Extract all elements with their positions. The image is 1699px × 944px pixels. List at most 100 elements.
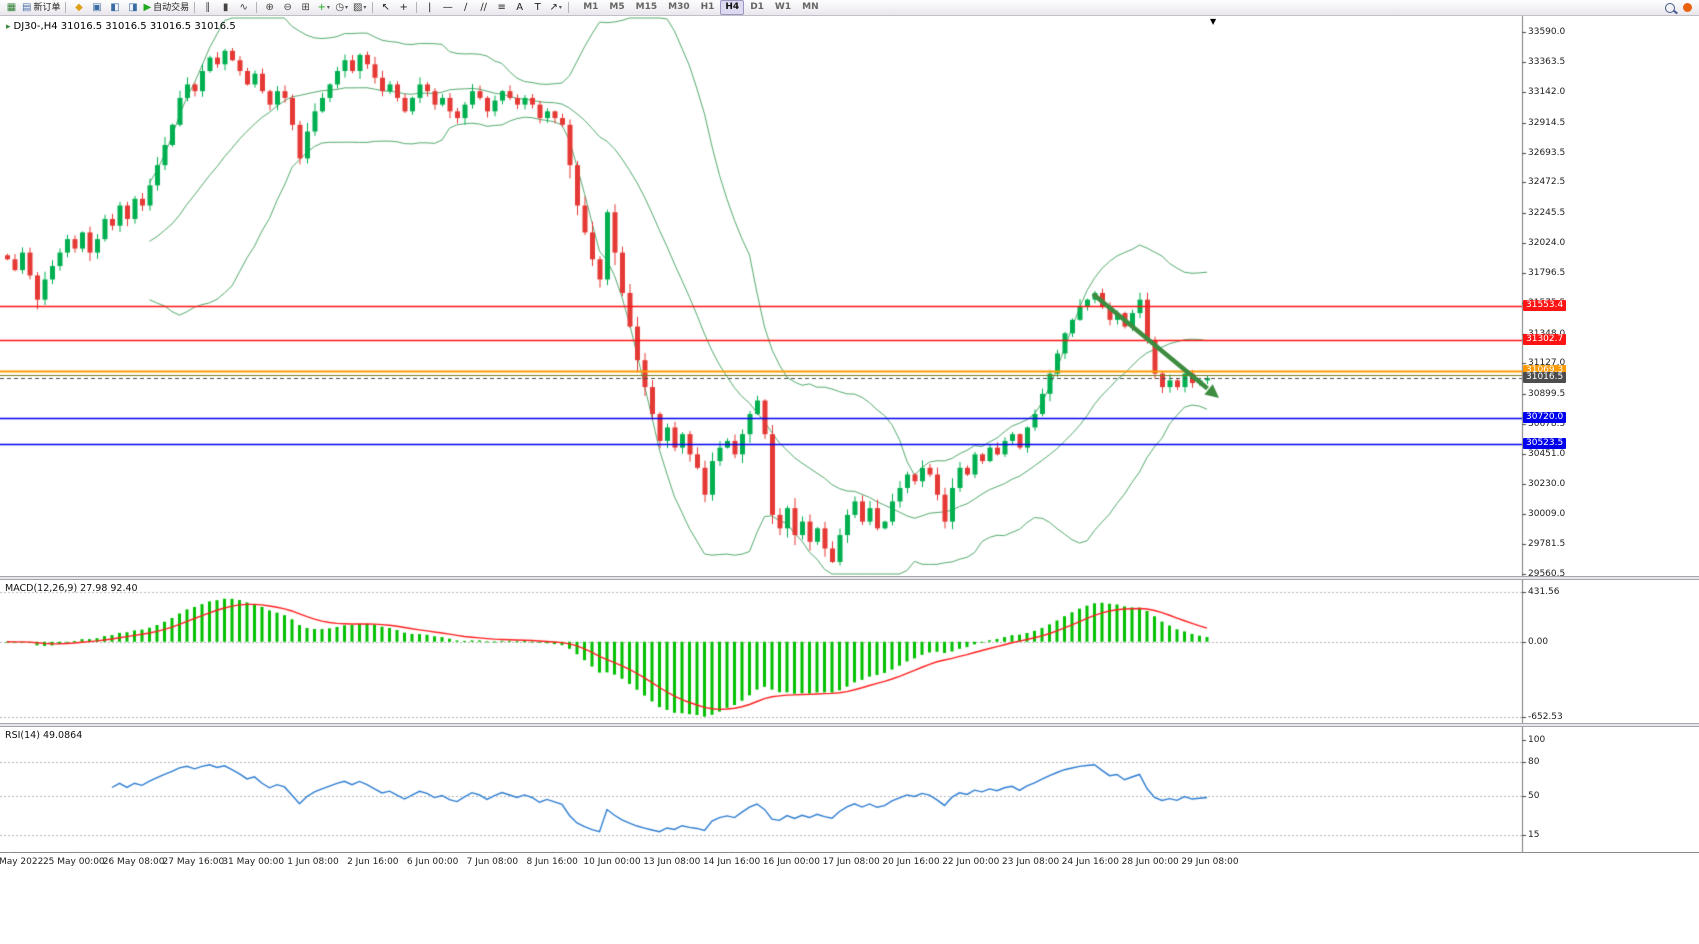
time-axis-label: 2 Jun 16:00 <box>347 857 399 867</box>
indicators-icon-caret: ▾ <box>326 3 330 11</box>
cursor-icon: ↖ <box>381 1 390 13</box>
toolbar-icon-group: ▦ ▤ 新订单 ◆ ▣ ◧ ◨ ▶ 自动交易 ∥ ▮ ∿ ⊕ ⊖ ⊞ + ▾ ◷ ▾ ▨ ▾ ↖ + | — ∕ ∕∕ ≡ A T ↗ ▾ <box>3 1 572 15</box>
macd-panel-splitter[interactable] <box>0 576 1699 580</box>
new-order-button-label: 新订单 <box>33 2 61 13</box>
time-axis-label: 7 Jun 08:00 <box>466 857 519 867</box>
timeframe-button-m15[interactable]: M15 <box>635 2 658 12</box>
terminal-icon[interactable]: ◨ <box>124 1 141 15</box>
horizontal-line-icon[interactable]: — <box>439 1 456 15</box>
periods-icon[interactable]: ◷ ▾ <box>333 1 350 15</box>
toolbar-separator <box>194 2 196 13</box>
zoom-out-icon[interactable]: ⊖ <box>279 1 296 15</box>
autotrading-button-label: 自动交易 <box>153 2 190 13</box>
periods-icon-caret: ▾ <box>345 3 349 11</box>
timeframe-group: M1 M5 M15 M30 H1 H4 D1 W1 MN <box>578 0 823 15</box>
arrows-icon: ↗ <box>549 1 558 13</box>
tile-windows-icon[interactable]: ⊞ <box>297 1 314 15</box>
templates-icon-caret: ▾ <box>363 3 367 11</box>
fibonacci-icon: ≡ <box>497 1 506 13</box>
metaeditor-icon[interactable]: ◆ <box>70 1 87 15</box>
time-axis-label: 25 May 00:00 <box>42 857 105 867</box>
indicators-icon: + <box>317 1 326 13</box>
vertical-line-icon: | <box>428 1 432 13</box>
time-axis-label: 27 May 16:00 <box>162 857 225 867</box>
timeframe-button-h4[interactable]: H4 <box>720 0 745 15</box>
trendline-icon[interactable]: ∕ <box>457 1 474 15</box>
horizontal-line-icon: — <box>442 1 453 13</box>
bar-chart-icon: ∥ <box>205 1 211 13</box>
crosshair-icon: + <box>399 1 408 13</box>
time-axis-label: 17 Jun 08:00 <box>822 857 880 867</box>
new-chart-icon: ▦ <box>6 1 17 13</box>
cursor-icon[interactable]: ↖ <box>377 1 394 15</box>
zoom-in-icon[interactable]: ⊕ <box>261 1 278 15</box>
toolbar-right <box>1665 2 1696 13</box>
metaeditor-icon: ◆ <box>75 1 83 13</box>
arrows-icon-caret: ▾ <box>558 3 562 11</box>
vertical-line-icon[interactable]: | <box>421 1 438 15</box>
indicators-icon[interactable]: + ▾ <box>315 1 332 15</box>
bar-chart-icon[interactable]: ∥ <box>199 1 216 15</box>
time-axis-label: 14 Jun 16:00 <box>703 857 761 867</box>
zoom-in-icon: ⊕ <box>265 1 274 13</box>
market-watch-icon: ▣ <box>92 1 102 13</box>
periods-icon: ◷ <box>335 1 345 13</box>
label-icon[interactable]: T <box>529 1 546 15</box>
line-chart-icon[interactable]: ∿ <box>235 1 252 15</box>
rsi-panel-splitter[interactable] <box>0 723 1699 727</box>
market-watch-icon[interactable]: ▣ <box>88 1 105 15</box>
time-axis-label: 23 Jun 08:00 <box>1002 857 1060 867</box>
toolbar-separator <box>372 2 374 13</box>
timeframe-button-mn[interactable]: MN <box>802 2 819 12</box>
channel-icon[interactable]: ∕∕ <box>475 1 492 15</box>
toolbar-separator <box>256 2 258 13</box>
navigator-icon: ◧ <box>110 1 120 13</box>
fibonacci-icon[interactable]: ≡ <box>493 1 510 15</box>
navigator-icon[interactable]: ◧ <box>106 1 123 15</box>
timeframe-button-h1[interactable]: H1 <box>700 2 715 12</box>
timeframe-button-d1[interactable]: D1 <box>750 2 764 12</box>
tile-windows-icon: ⊞ <box>301 1 310 13</box>
time-axis-label: 31 May 00:00 <box>222 857 285 867</box>
terminal-icon: ◨ <box>128 1 138 13</box>
label-icon: T <box>534 1 541 13</box>
autotrading-button: ▶ <box>143 1 152 13</box>
crosshair-icon[interactable]: + <box>395 1 412 15</box>
time-axis-label: 8 Jun 16:00 <box>526 857 578 867</box>
trendline-icon: ∕ <box>464 1 468 13</box>
new-order-button: ▤ <box>22 1 32 13</box>
channel-icon: ∕∕ <box>480 1 488 13</box>
time-axis-label: 6 Jun 00:00 <box>406 857 459 867</box>
new-order-button[interactable]: ▤ 新订单 <box>21 1 61 15</box>
time-axis-label: 16 Jun 00:00 <box>762 857 820 867</box>
timeframe-button-m1[interactable]: M1 <box>583 2 599 12</box>
arrows-icon[interactable]: ↗ ▾ <box>547 1 564 15</box>
time-axis-label: 20 Jun 16:00 <box>882 857 940 867</box>
text-icon: A <box>516 1 524 13</box>
templates-icon: ▨ <box>352 1 363 13</box>
time-axis-label: 1 Jun 08:00 <box>287 857 339 867</box>
autotrading-button[interactable]: ▶ 自动交易 <box>142 1 190 15</box>
candle-chart-icon: ▮ <box>222 1 229 13</box>
candle-chart-icon[interactable]: ▮ <box>217 1 234 15</box>
zoom-out-icon: ⊖ <box>283 1 292 13</box>
toolbar-separator <box>568 2 570 13</box>
toolbar-separator <box>65 2 67 13</box>
time-axis-label: 23 May 2022 <box>0 857 44 867</box>
templates-icon[interactable]: ▨ ▾ <box>351 1 368 15</box>
search-icon[interactable] <box>1665 2 1675 13</box>
notification-icon[interactable] <box>1683 3 1692 12</box>
time-axis-label: 22 Jun 00:00 <box>942 857 1000 867</box>
timeframe-button-w1[interactable]: W1 <box>774 2 792 12</box>
new-chart-icon[interactable]: ▦ <box>3 1 20 15</box>
time-axis-label: 24 Jun 16:00 <box>1061 857 1119 867</box>
timeframe-button-m5[interactable]: M5 <box>609 2 625 12</box>
time-axis-label: 28 Jun 00:00 <box>1121 857 1179 867</box>
text-icon[interactable]: A <box>511 1 528 15</box>
time-axis-label: 10 Jun 00:00 <box>583 857 641 867</box>
line-chart-icon: ∿ <box>239 1 248 13</box>
main-toolbar: ▦ ▤ 新订单 ◆ ▣ ◧ ◨ ▶ 自动交易 ∥ ▮ ∿ ⊕ ⊖ ⊞ + ▾ ◷ ▾ ▨ ▾ ↖ + | — ∕ ∕∕ ≡ A T ↗ ▾ M… <box>0 0 1699 16</box>
timeframe-button-m30[interactable]: M30 <box>668 2 690 12</box>
